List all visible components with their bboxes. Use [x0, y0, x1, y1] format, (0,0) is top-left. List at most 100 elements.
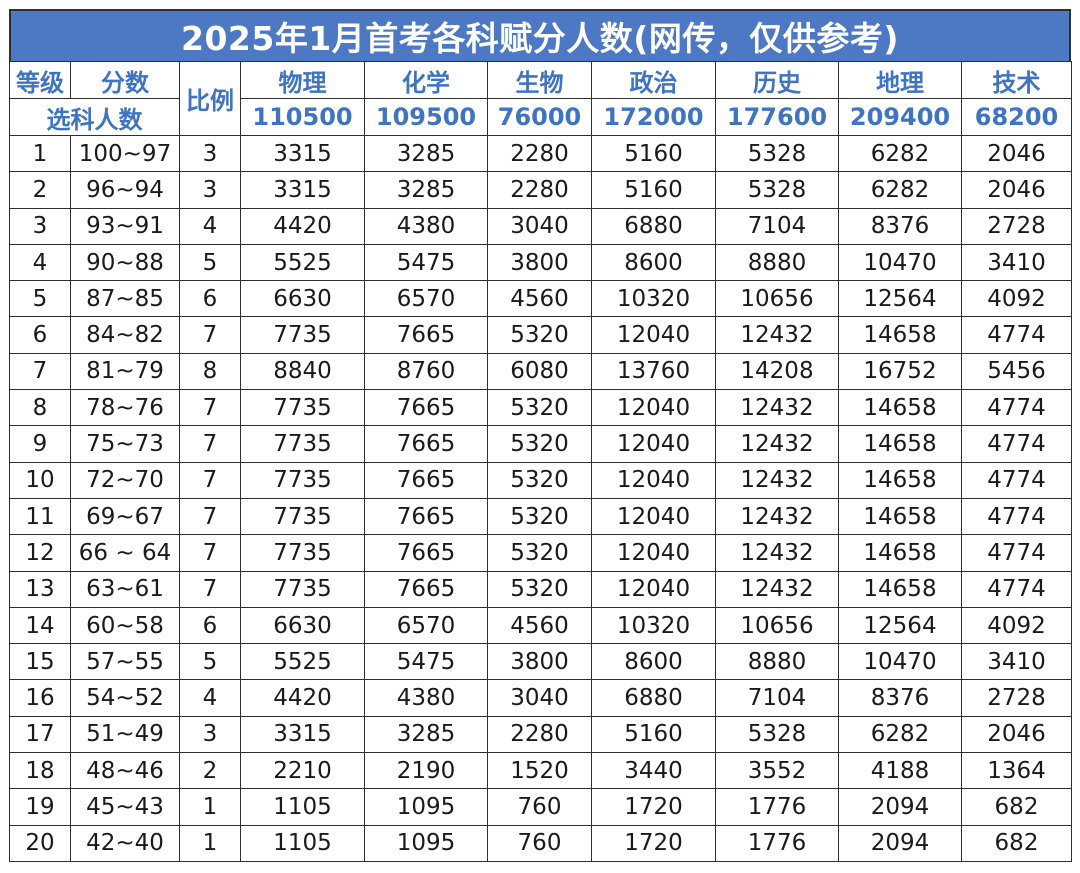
table-row: 19 45~43 1 1105 1095 760 1720 1776 2094 682	[9, 788, 1072, 826]
count-cell: 6880	[591, 679, 716, 717]
table-row: 12 66 ~ 64 7 7735 7665 5320 12040 12432 14658 477…	[9, 534, 1072, 572]
count-cell: 3410	[961, 243, 1072, 282]
header-score: 分数	[70, 61, 180, 99]
count-cell: 2280	[487, 715, 592, 754]
count-cell: 1720	[591, 788, 716, 826]
grade-cell: 14	[9, 606, 71, 645]
count-cell: 7665	[364, 497, 488, 536]
count-cell: 10320	[591, 280, 716, 318]
grade-cell: 13	[9, 570, 71, 608]
count-cell: 14658	[838, 461, 962, 499]
grade-cell: 8	[9, 389, 71, 427]
count-cell: 4420	[240, 207, 365, 245]
count-cell: 1105	[240, 824, 365, 862]
count-cell: 2280	[487, 134, 592, 173]
count-cell: 4560	[487, 280, 592, 318]
count-cell: 8376	[838, 207, 962, 245]
count-cell: 7735	[240, 389, 365, 427]
table-row: 10 72~70 7 7735 7665 5320 12040 12432 14658 4774	[9, 461, 1072, 499]
count-cell: 5160	[591, 171, 716, 209]
score-range-cell: 60~58	[70, 606, 180, 645]
count-cell: 12564	[838, 606, 962, 645]
count-cell: 8376	[838, 679, 962, 717]
count-cell: 14658	[838, 389, 962, 427]
score-table: 等级 分数 比例 物理 化学 生物 政治 历史 地理 技术 选科人数 11050…	[9, 61, 1072, 862]
table-body: 等级 分数 比例 物理 化学 生物 政治 历史 地理 技术 选科人数 11050…	[9, 61, 1072, 862]
count-cell: 7104	[715, 207, 839, 245]
count-cell: 12432	[715, 316, 839, 354]
count-cell: 3315	[240, 134, 365, 173]
count-cell: 12040	[591, 570, 716, 608]
count-cell: 4420	[240, 679, 365, 717]
count-cell: 7665	[364, 316, 488, 354]
count-cell: 5328	[715, 715, 839, 754]
count-cell: 5525	[240, 643, 365, 681]
score-range-cell: 87~85	[70, 280, 180, 318]
grade-cell: 16	[9, 679, 71, 717]
count-cell: 2094	[838, 824, 962, 862]
count-cell: 5328	[715, 134, 839, 173]
grade-cell: 19	[9, 788, 71, 826]
count-cell: 5320	[487, 425, 592, 463]
ratio-cell: 1	[179, 824, 241, 862]
grade-cell: 9	[9, 425, 71, 463]
count-cell: 5525	[240, 243, 365, 282]
count-cell: 3552	[715, 752, 839, 790]
count-cell: 8760	[364, 352, 488, 391]
header-count: 76000	[487, 98, 592, 136]
ratio-cell: 7	[179, 389, 241, 427]
count-cell: 2046	[961, 715, 1072, 754]
count-cell: 10320	[591, 606, 716, 645]
count-cell: 6282	[838, 715, 962, 754]
header-row-subjects: 等级 分数 比例 物理 化学 生物 政治 历史 地理 技术	[9, 61, 1072, 136]
table-row: 14 60~58 6 6630 6570 4560 10320 10656 12564 4092	[9, 606, 1072, 645]
count-cell: 3040	[487, 679, 592, 717]
table-row: 11 69~67 7 7735 7665 5320 12040 12432 14658 4774	[9, 497, 1072, 536]
count-cell: 5475	[364, 243, 488, 282]
count-cell: 12432	[715, 534, 839, 572]
header-subject: 物理	[240, 61, 365, 99]
header-subject: 历史	[715, 61, 839, 99]
count-cell: 1776	[715, 824, 839, 862]
count-cell: 5320	[487, 570, 592, 608]
grade-cell: 10	[9, 461, 71, 499]
count-cell: 4774	[961, 570, 1072, 608]
count-cell: 7735	[240, 316, 365, 354]
count-cell: 6880	[591, 207, 716, 245]
count-cell: 4188	[838, 752, 962, 790]
count-cell: 5320	[487, 497, 592, 536]
count-cell: 3315	[240, 715, 365, 754]
header-subject: 化学	[364, 61, 488, 99]
header-subject: 政治	[591, 61, 716, 99]
count-cell: 6282	[838, 171, 962, 209]
count-cell: 4774	[961, 497, 1072, 536]
header-count: 209400	[838, 98, 962, 136]
score-range-cell: 81~79	[70, 352, 180, 391]
count-cell: 2280	[487, 171, 592, 209]
count-cell: 10656	[715, 606, 839, 645]
count-cell: 7665	[364, 461, 488, 499]
count-cell: 14658	[838, 497, 962, 536]
count-cell: 7735	[240, 425, 365, 463]
count-cell: 14208	[715, 352, 839, 391]
count-cell: 12432	[715, 425, 839, 463]
count-cell: 7735	[240, 570, 365, 608]
score-range-cell: 66 ~ 64	[70, 534, 180, 572]
count-cell: 8600	[591, 643, 716, 681]
table-row: 20 42~40 1 1105 1095 760 1720 1776 2094 682	[9, 824, 1072, 862]
count-cell: 2046	[961, 134, 1072, 173]
count-cell: 5160	[591, 715, 716, 754]
count-cell: 1520	[487, 752, 592, 790]
count-cell: 10470	[838, 243, 962, 282]
table-row: 3 93~91 4 4420 4380 3040 6880 7104 8376 2728	[9, 207, 1072, 245]
count-cell: 8600	[591, 243, 716, 282]
count-cell: 5328	[715, 171, 839, 209]
ratio-cell: 5	[179, 243, 241, 282]
count-cell: 3800	[487, 643, 592, 681]
count-cell: 3800	[487, 243, 592, 282]
count-cell: 14658	[838, 534, 962, 572]
score-range-cell: 42~40	[70, 824, 180, 862]
grade-cell: 2	[9, 171, 71, 209]
count-cell: 12040	[591, 534, 716, 572]
count-cell: 4560	[487, 606, 592, 645]
